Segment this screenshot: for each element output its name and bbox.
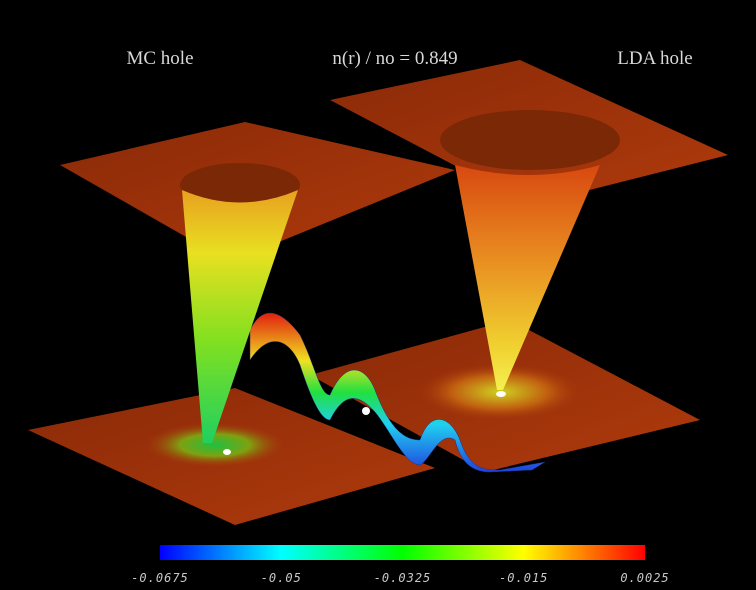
colorbar xyxy=(160,545,645,560)
marker xyxy=(362,407,370,415)
page: {"left_label": "MC hole", "center_label"… xyxy=(0,0,756,590)
tick-label: 0.0025 xyxy=(620,571,669,585)
tick-label: -0.0325 xyxy=(374,571,432,585)
center-label: n(r) / no = 0.849 xyxy=(332,48,457,69)
lower-planes xyxy=(28,320,700,525)
right-label: LDA hole xyxy=(617,48,692,69)
tick-label: -0.05 xyxy=(261,571,302,585)
colorbar-ticks: -0.0675 -0.05 -0.0325 -0.015 0.0025 xyxy=(131,571,669,585)
tick-label: -0.015 xyxy=(499,571,548,585)
visualization: MC hole n(r) / no = 0.849 LDA hole -0.06… xyxy=(0,0,756,590)
left-label: MC hole xyxy=(126,48,193,69)
tick-label: -0.0675 xyxy=(131,571,189,585)
